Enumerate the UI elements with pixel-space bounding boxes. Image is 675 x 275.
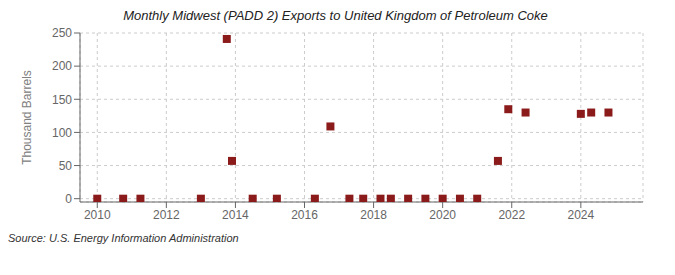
svg-text:2010: 2010 <box>84 208 111 222</box>
svg-text:0: 0 <box>65 192 72 206</box>
html-text:Source: U.S. Energy Informatio: Source: U.S. Energy Information Administ… <box>8 232 239 244</box>
svg-text:200: 200 <box>52 59 72 73</box>
svg-text:2022: 2022 <box>498 208 525 222</box>
svg-text:2020: 2020 <box>429 208 456 222</box>
svg-text:2016: 2016 <box>291 208 318 222</box>
svg-text:2012: 2012 <box>153 208 180 222</box>
svg-text:2014: 2014 <box>222 208 249 222</box>
html-text:Monthly Midwest (PADD 2) Expor: Monthly Midwest (PADD 2) Exports to Unit… <box>123 8 548 23</box>
svg-text:50: 50 <box>59 159 73 173</box>
svg-text:100: 100 <box>52 126 72 140</box>
svg-text:Thousand Barrels: Thousand Barrels <box>20 70 34 165</box>
svg-text:150: 150 <box>52 93 72 107</box>
svg-text:2018: 2018 <box>360 208 387 222</box>
svg-text:2024: 2024 <box>567 208 594 222</box>
svg-text:250: 250 <box>52 26 72 40</box>
